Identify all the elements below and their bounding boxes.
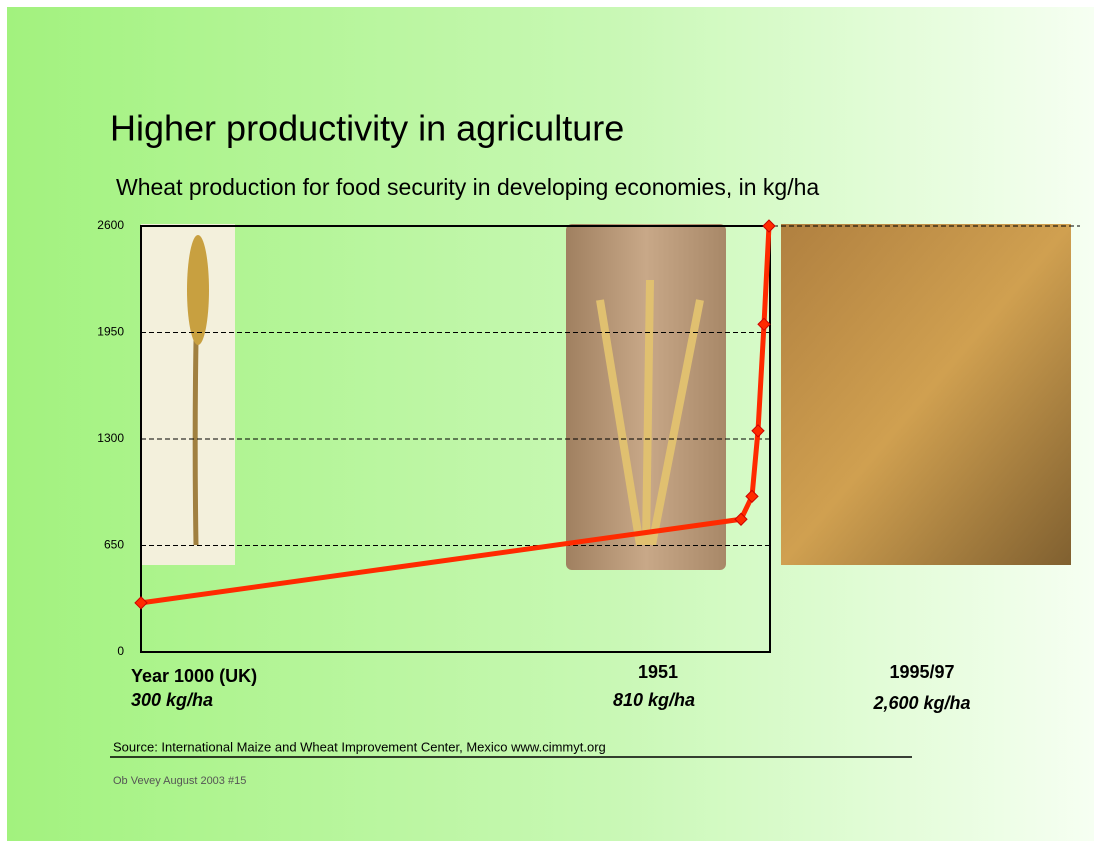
source: Source: International Maize and Wheat Im… xyxy=(113,739,606,754)
y-tick-label: 1300 xyxy=(97,431,124,445)
y-tick-label: 0 xyxy=(117,644,124,658)
slide: Higher productivity in agriculture Wheat… xyxy=(0,0,1094,841)
harvest-photo xyxy=(781,224,1071,565)
slide-title: Higher productivity in agriculture xyxy=(110,108,624,149)
y-tick-label: 2600 xyxy=(97,218,124,232)
y-tick-label: 650 xyxy=(104,538,124,552)
wheat-ear xyxy=(187,235,209,345)
annotation: 1995/97 xyxy=(889,662,954,682)
annotation: 300 kg/ha xyxy=(131,690,213,710)
annotation: Year 1000 (UK) xyxy=(131,666,257,686)
y-tick-label: 1950 xyxy=(97,325,124,339)
annotation: 1951 xyxy=(638,662,678,682)
footer-note: Ob Vevey August 2003 #15 xyxy=(113,775,246,787)
page: Higher productivity in agriculture Wheat… xyxy=(0,0,1094,846)
chart-title: Wheat production for food security in de… xyxy=(116,174,819,200)
annotation: 2,600 kg/ha xyxy=(872,693,970,713)
annotation: 810 kg/ha xyxy=(613,690,695,710)
